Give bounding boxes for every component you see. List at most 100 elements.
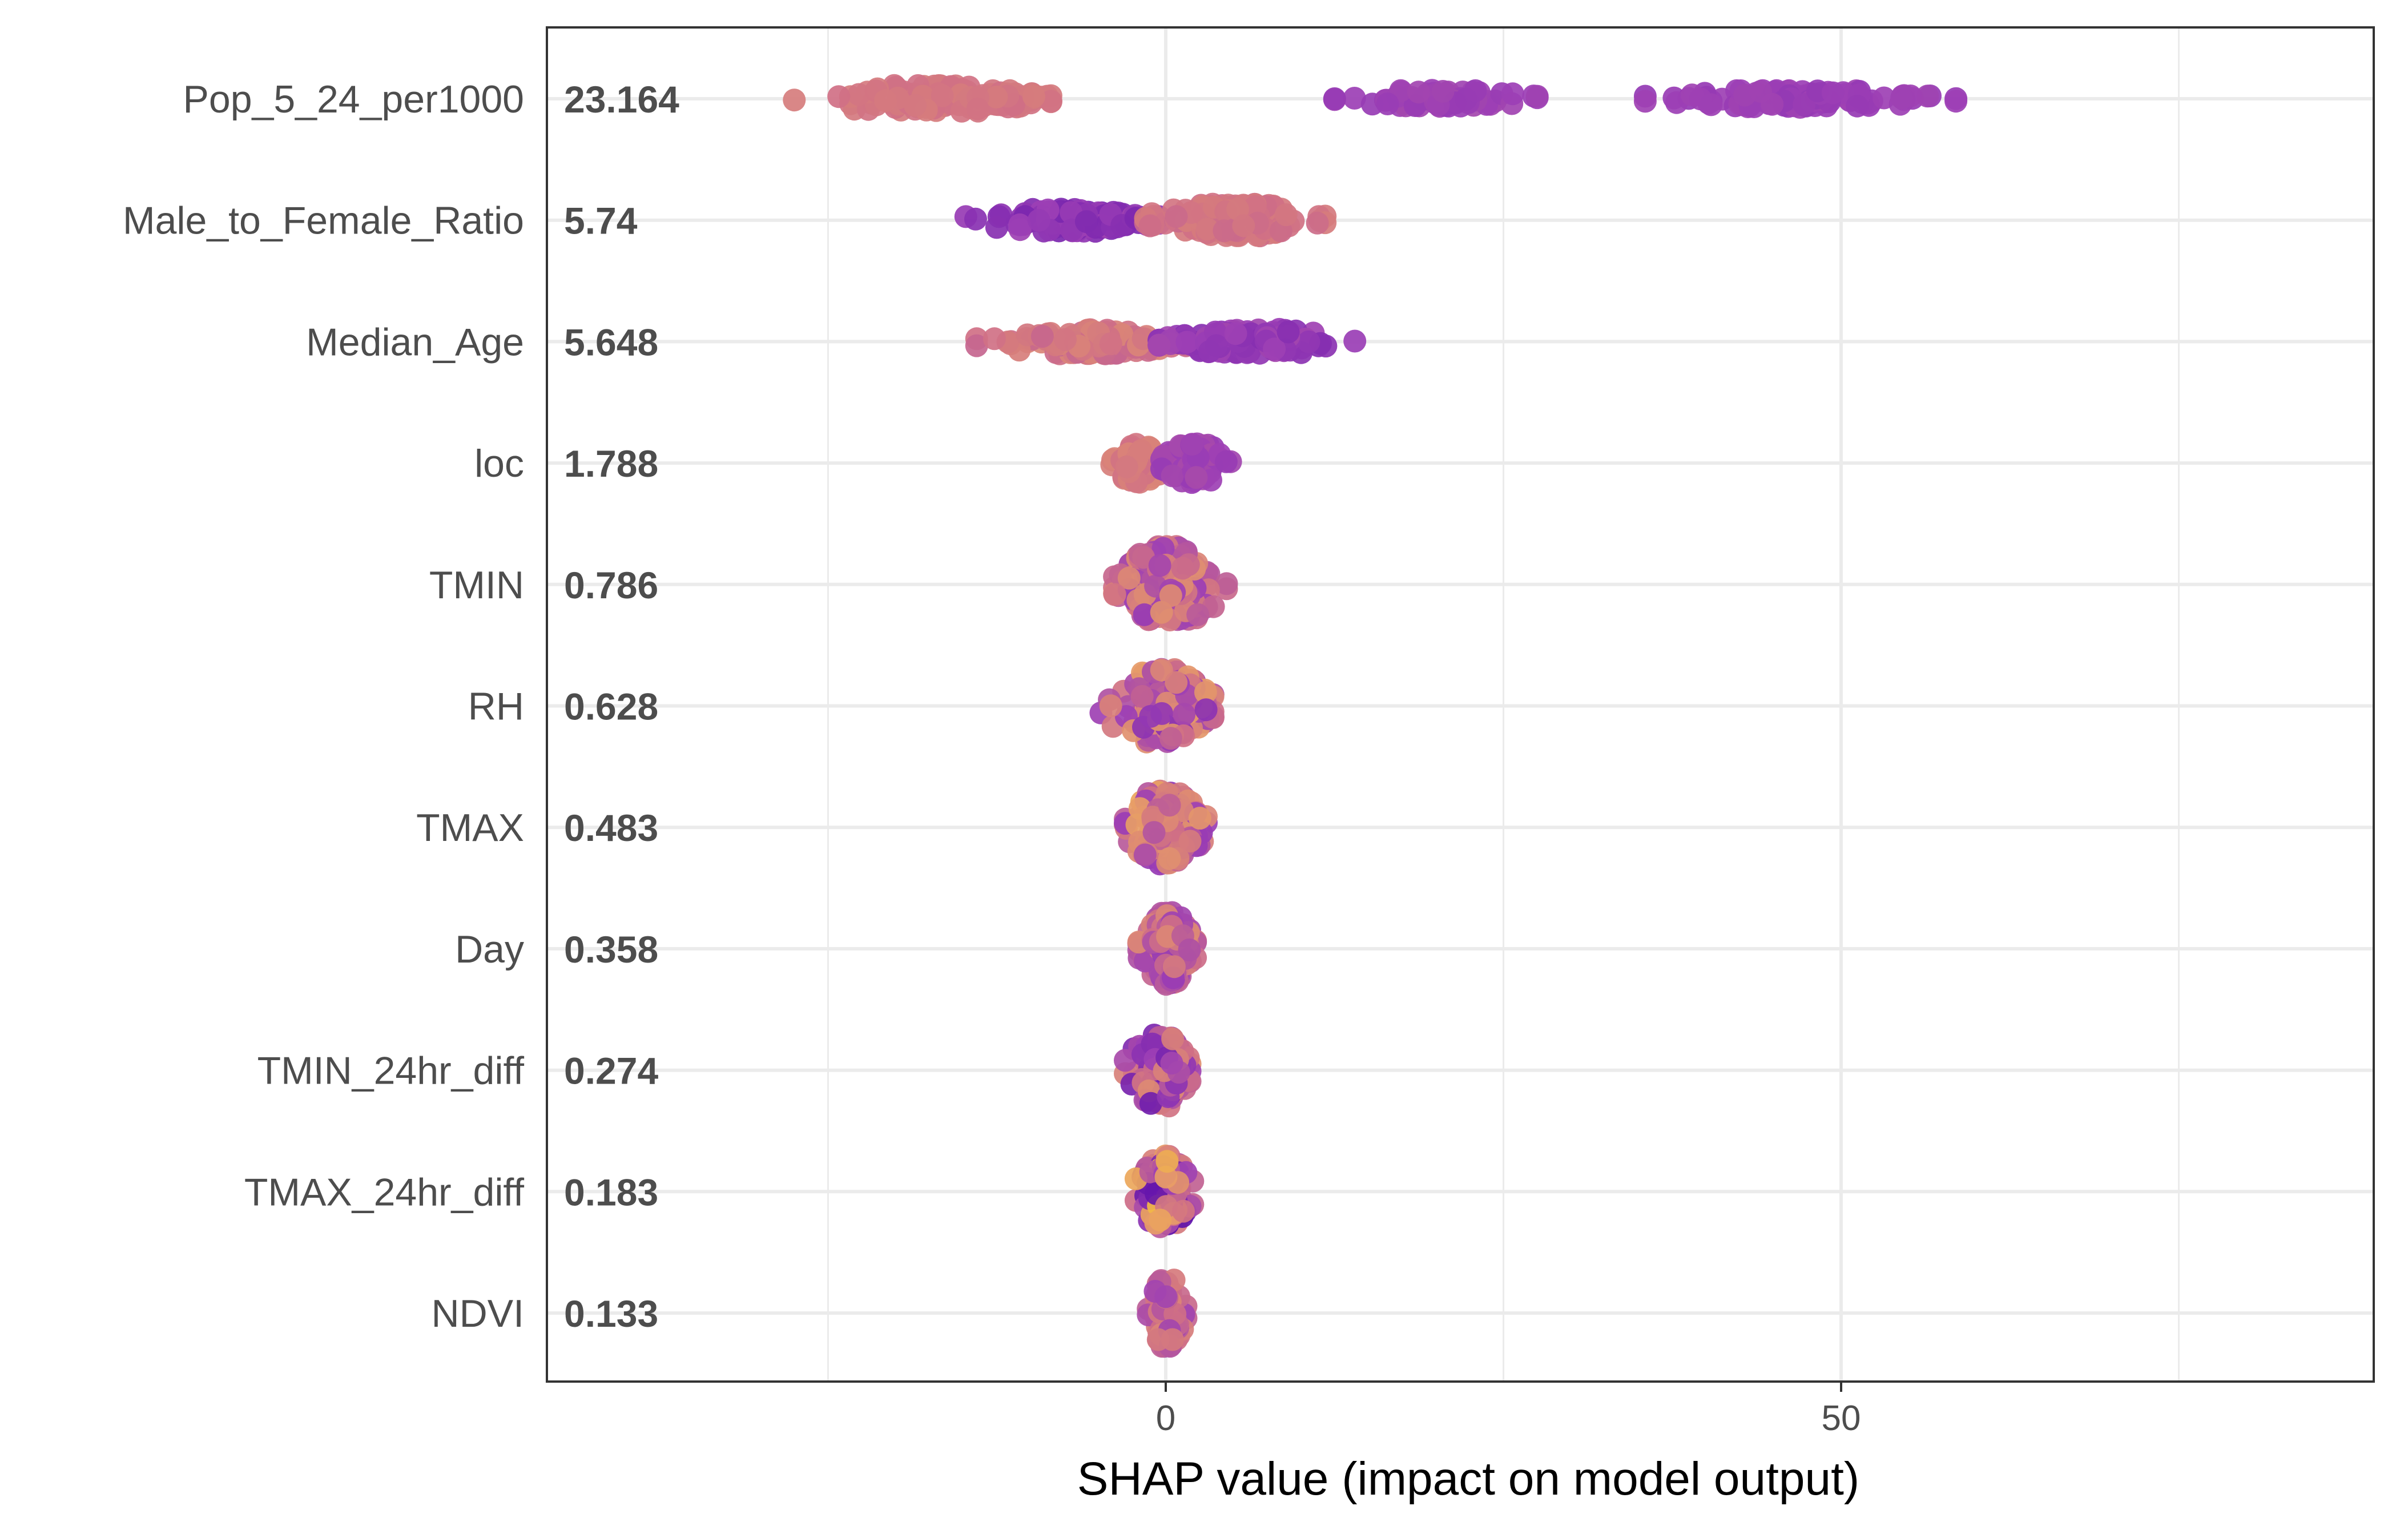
shap-point xyxy=(1205,334,1228,357)
shap-point xyxy=(1232,214,1255,237)
importance-label: 5.648 xyxy=(564,321,658,363)
shap-point xyxy=(1464,79,1487,102)
shap-point xyxy=(1821,81,1845,104)
shap-point xyxy=(1117,566,1141,590)
labels-layer: Pop_5_24_per1000 23.164 Male_to_Female_Rat… xyxy=(123,78,679,1335)
shap-point xyxy=(1129,439,1153,462)
shap-point xyxy=(1054,328,1077,351)
shap-point xyxy=(1185,466,1208,489)
shap-point xyxy=(1407,80,1430,104)
grid-layer xyxy=(547,27,2374,1382)
shap-point xyxy=(847,83,871,106)
shap-point xyxy=(1215,572,1238,595)
shap-point xyxy=(1139,1092,1162,1115)
shap-point xyxy=(1846,94,1869,118)
shap-point xyxy=(1944,90,1968,113)
shap-point xyxy=(966,97,989,120)
shap-point xyxy=(1022,85,1045,108)
shap-point xyxy=(1151,537,1175,560)
shap-point xyxy=(1161,1027,1185,1050)
shap-point xyxy=(1159,727,1182,750)
shap-point xyxy=(1214,450,1238,473)
shap-point xyxy=(1188,807,1211,830)
shap-point xyxy=(1186,603,1210,626)
feature-label: NDVI xyxy=(432,1292,524,1335)
shap-point xyxy=(1160,1052,1183,1075)
shap-point xyxy=(1103,583,1126,606)
shap-point xyxy=(1890,86,1914,110)
shap-point xyxy=(1343,87,1366,110)
importance-label: 23.164 xyxy=(564,78,679,120)
feature-label: Male_to_Female_Ratio xyxy=(123,199,524,243)
shap-point xyxy=(1030,325,1054,348)
shap-point xyxy=(1173,703,1196,726)
feature-label: loc xyxy=(474,442,524,485)
shap-point xyxy=(1761,92,1784,116)
shap-point xyxy=(1162,955,1186,979)
shap-point xyxy=(982,327,1006,351)
feature-label: Median_Age xyxy=(306,320,524,364)
shap-point xyxy=(1114,1049,1137,1072)
shap-point xyxy=(1008,213,1032,236)
x-tick-label: 50 xyxy=(1822,1399,1861,1438)
shap-point xyxy=(1142,821,1166,844)
feature-label: Day xyxy=(455,928,524,971)
panel-border xyxy=(546,26,2375,1383)
shap-point xyxy=(1171,1199,1195,1223)
shap-point xyxy=(1133,843,1157,867)
importance-label: 0.483 xyxy=(564,807,658,849)
shap-point xyxy=(1165,205,1188,228)
importance-label: 0.183 xyxy=(564,1171,658,1213)
importance-label: 5.74 xyxy=(564,200,638,242)
shap-point xyxy=(1155,1150,1179,1173)
shap-point xyxy=(904,94,927,117)
shap-point xyxy=(1171,557,1194,580)
shap-point xyxy=(1181,433,1204,456)
shap-point xyxy=(1138,214,1162,237)
feature-label: TMAX xyxy=(416,806,524,849)
importance-label: 0.274 xyxy=(564,1050,658,1092)
shap-point xyxy=(964,207,987,231)
shap-point xyxy=(1178,830,1202,853)
shap-point xyxy=(931,84,954,107)
shap-point xyxy=(874,89,897,112)
shap-point xyxy=(1277,320,1300,344)
shap-point xyxy=(1148,554,1171,577)
shap-point xyxy=(1916,84,1939,108)
feature-label: TMAX_24hr_diff xyxy=(244,1170,524,1214)
shap-point xyxy=(1146,1328,1170,1351)
shap-point xyxy=(783,88,806,112)
x-tick-label: 0 xyxy=(1156,1399,1175,1438)
shap-point xyxy=(1149,1209,1172,1232)
shap-point xyxy=(1175,331,1199,354)
shap-point xyxy=(1323,87,1346,110)
shap-point xyxy=(1161,464,1184,488)
shap-point xyxy=(1689,87,1712,111)
shap-point xyxy=(1115,455,1138,478)
feature-label: TMIN xyxy=(429,563,524,607)
shap-point xyxy=(985,86,1008,108)
shap-point xyxy=(1147,333,1171,357)
shap-point xyxy=(1178,938,1201,961)
shap-point xyxy=(1274,203,1298,227)
points-layer xyxy=(783,74,1968,1358)
shap-point xyxy=(1150,601,1173,624)
shap-point xyxy=(1143,1279,1167,1303)
shap-point xyxy=(985,216,1008,239)
shap-point xyxy=(1224,322,1247,345)
shap-point xyxy=(1306,211,1329,235)
feature-label: Pop_5_24_per1000 xyxy=(183,78,524,121)
shap-point xyxy=(965,334,988,357)
shap-point xyxy=(1130,685,1154,708)
feature-label: RH xyxy=(468,685,524,728)
importance-label: 0.133 xyxy=(564,1293,658,1335)
shap-point xyxy=(1165,671,1188,694)
shap-point xyxy=(1158,847,1181,870)
importance-label: 0.786 xyxy=(564,564,658,606)
shap-point xyxy=(1195,218,1219,241)
shap-point xyxy=(1525,84,1549,108)
x-axis-title: SHAP value (impact on model output) xyxy=(1077,1453,1859,1505)
shap-point xyxy=(1133,603,1156,626)
